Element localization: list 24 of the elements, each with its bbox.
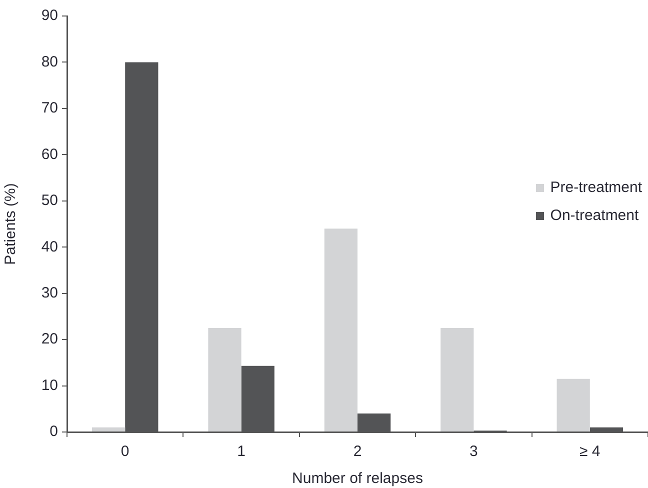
bar [556, 378, 590, 432]
y-tick-label: 30 [41, 284, 58, 302]
bar [440, 328, 474, 432]
y-tick-label: 50 [41, 192, 58, 210]
x-tick-label: 3 [470, 443, 478, 460]
bar [324, 228, 358, 432]
bar [208, 328, 242, 432]
x-tick-label: 2 [353, 443, 362, 460]
x-tick-label: 0 [120, 443, 130, 460]
y-tick-label: 70 [41, 100, 58, 117]
legend-label: Pre-treatment [550, 178, 642, 198]
y-tick-label: 80 [41, 53, 58, 70]
legend-label: On-treatment [550, 206, 639, 226]
y-tick-label: 60 [41, 146, 58, 163]
bar [92, 427, 126, 432]
y-tick-label: 90 [41, 7, 58, 24]
y-tick-label: 0 [50, 423, 58, 440]
y-tick-label: 40 [41, 238, 58, 256]
x-tick-label: ≥ 4 [580, 443, 600, 460]
x-tick-label: 1 [237, 443, 246, 460]
y-tick-label: 20 [41, 330, 58, 348]
y-tick-label: 10 [41, 376, 58, 394]
x-axis-title: Number of relapses [292, 470, 423, 488]
y-axis-title: Patients (%) [2, 183, 20, 265]
